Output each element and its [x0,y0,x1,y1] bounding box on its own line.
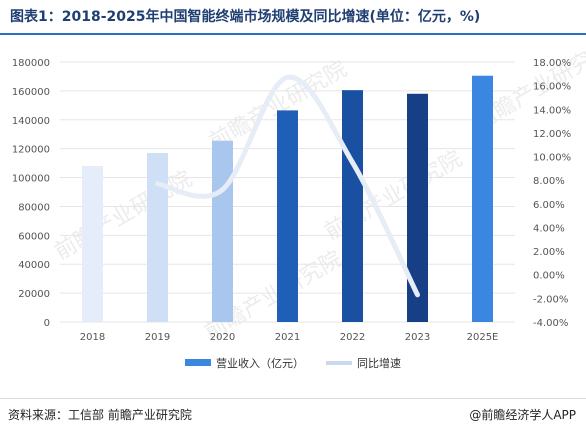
x-axis-labels: 2018 2019 2020 2021 2022 2023 2025E [80,332,499,343]
right-tick-label: 4.00% [533,223,565,234]
x-tick-label: 2018 [80,332,105,343]
right-tick-label: -2.00% [533,294,568,305]
legend-swatch-revenue [185,359,211,366]
brand-credit: @前瞻经济学人APP [469,408,576,422]
bar-2018 [82,166,103,322]
x-tick-label: 2020 [210,332,235,343]
growth-line [155,74,420,298]
bar-2021 [277,110,298,322]
left-tick-label: 0 [44,318,50,329]
left-tick-label: 20000 [18,289,50,300]
x-tick-label: 2025E [467,332,499,343]
footer-divider [0,398,586,399]
growth-line-series [155,74,420,298]
right-tick-label: 14.00% [533,105,571,116]
bar-2025E [472,75,493,322]
left-tick-label: 80000 [18,202,50,213]
left-axis-ticks: 0 20000 40000 60000 80000 100000 120000 140000 1… [12,58,50,329]
right-axis-ticks: -4.00% -2.00% 0.00% 2.00% 4.00% 6.00% 8.00% 10.… [533,58,571,329]
left-tick-label: 40000 [18,260,50,271]
right-tick-label: 16.00% [533,82,571,93]
bar-2022 [342,90,363,322]
legend-label-growth: 同比增速 [357,356,401,370]
x-tick-label: 2021 [275,332,300,343]
source-note: 资料来源：工信部 前瞻产业研究院 [8,408,192,422]
x-tick-label: 2023 [405,332,430,343]
left-tick-label: 160000 [12,87,50,98]
left-tick-label: 120000 [12,145,50,156]
right-tick-label: 12.00% [533,129,571,140]
title-divider [0,33,586,35]
right-tick-label: 6.00% [533,200,565,211]
left-tick-label: 180000 [12,58,50,69]
right-tick-label: 18.00% [533,58,571,69]
bar-2020 [212,140,233,322]
x-tick-label: 2019 [145,332,170,343]
legend-label-revenue: 营业收入（亿元） [216,356,304,370]
x-tick-label: 2022 [340,332,365,343]
bar-2019 [147,153,168,322]
right-tick-label: -4.00% [533,318,568,329]
left-tick-label: 100000 [12,174,50,185]
chart-title: 图表1：2018-2025年中国智能终端市场规模及同比增速(单位：亿元，%) [10,9,481,25]
right-tick-label: 0.00% [533,271,565,282]
watermark-text: 前瞻产业研究院 [51,167,197,266]
legend: 营业收入（亿元） 同比增速 [185,356,401,370]
bar-2023 [407,93,428,323]
left-tick-label: 60000 [18,231,50,242]
right-tick-label: 8.00% [533,176,565,187]
left-tick-label: 140000 [12,116,50,127]
right-tick-label: 10.00% [533,153,571,164]
right-tick-label: 2.00% [533,247,565,258]
